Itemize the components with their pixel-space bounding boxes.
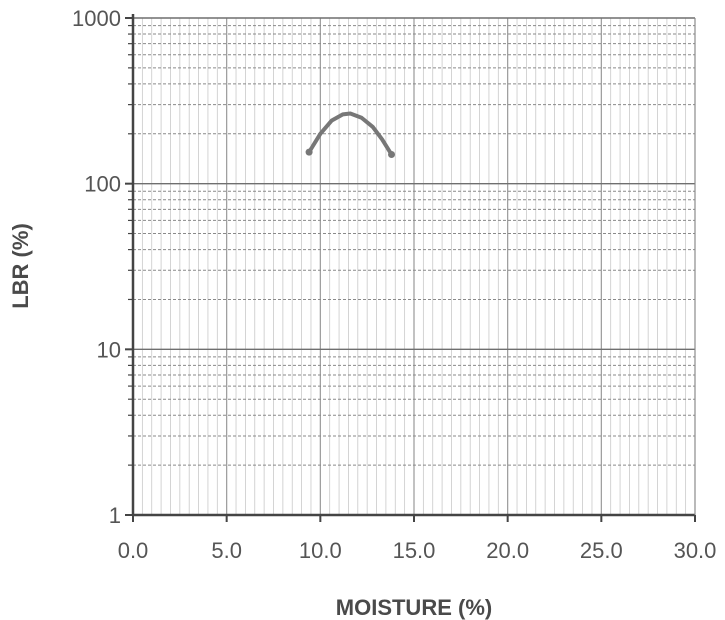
y-tick-label: 1000: [72, 6, 121, 31]
x-tick-label: 10.0: [299, 538, 342, 563]
series-layer: [305, 111, 396, 158]
y-axis-title: LBR (%): [8, 223, 33, 309]
x-tick-label: 30.0: [674, 538, 717, 563]
x-tick-label: 25.0: [580, 538, 623, 563]
x-tick-label: 0.0: [118, 538, 149, 563]
x-tick-label: 5.0: [211, 538, 242, 563]
x-tick-label: 15.0: [393, 538, 436, 563]
y-tick-label: 10: [97, 337, 121, 362]
x-axis-title: MOISTURE (%): [336, 595, 492, 620]
y-tick-label: 1: [109, 503, 121, 528]
series-line: [307, 111, 394, 157]
x-tick-label: 20.0: [486, 538, 529, 563]
tick-labels: 1 10 100 1000 0.0 5.0 10.0 15.0 20.0 25.0 30.0: [72, 6, 716, 563]
axes: [125, 14, 696, 522]
y-tick-label: 100: [84, 172, 121, 197]
grid: [132, 17, 696, 516]
data-point: [305, 148, 313, 156]
data-point: [388, 150, 396, 158]
